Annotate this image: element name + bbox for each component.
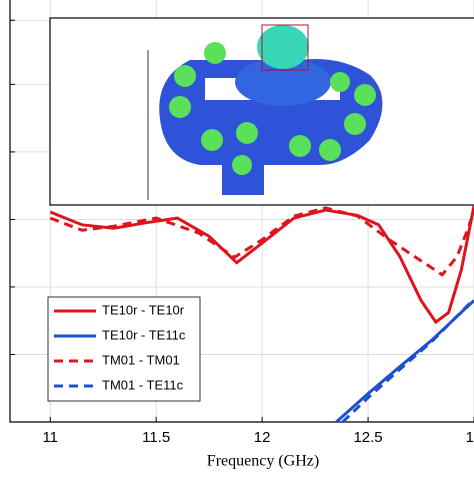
inset-hotspots	[169, 42, 376, 175]
line-series	[341, 298, 474, 424]
x-tick-label: 12	[254, 429, 271, 446]
inset-shape	[257, 25, 309, 69]
line-series	[49, 205, 474, 325]
line-series	[49, 206, 474, 277]
axes	[9, 0, 474, 423]
legend-label: TE10r - TE10r	[102, 302, 185, 317]
x-tick-label: 13	[466, 429, 474, 446]
inset-port	[261, 24, 309, 71]
x-axis-label: Frequency (GHz)	[207, 453, 319, 470]
legend: TE10r - TE10r TE10r - TE11c TM01 - TM01 TM0…	[47, 296, 201, 402]
x-tick-label: 11.5	[142, 429, 170, 446]
legend-box	[47, 296, 201, 402]
x-tick-label: 12.5	[353, 429, 382, 446]
legend-label: TE10r - TE11c	[102, 327, 186, 342]
legend-label: TM01 - TM01	[102, 352, 180, 367]
inset	[49, 17, 474, 206]
legend-label: TM01 - TE11c	[102, 377, 184, 392]
plot	[9, 0, 474, 424]
x-tick-label: 11	[42, 429, 58, 446]
